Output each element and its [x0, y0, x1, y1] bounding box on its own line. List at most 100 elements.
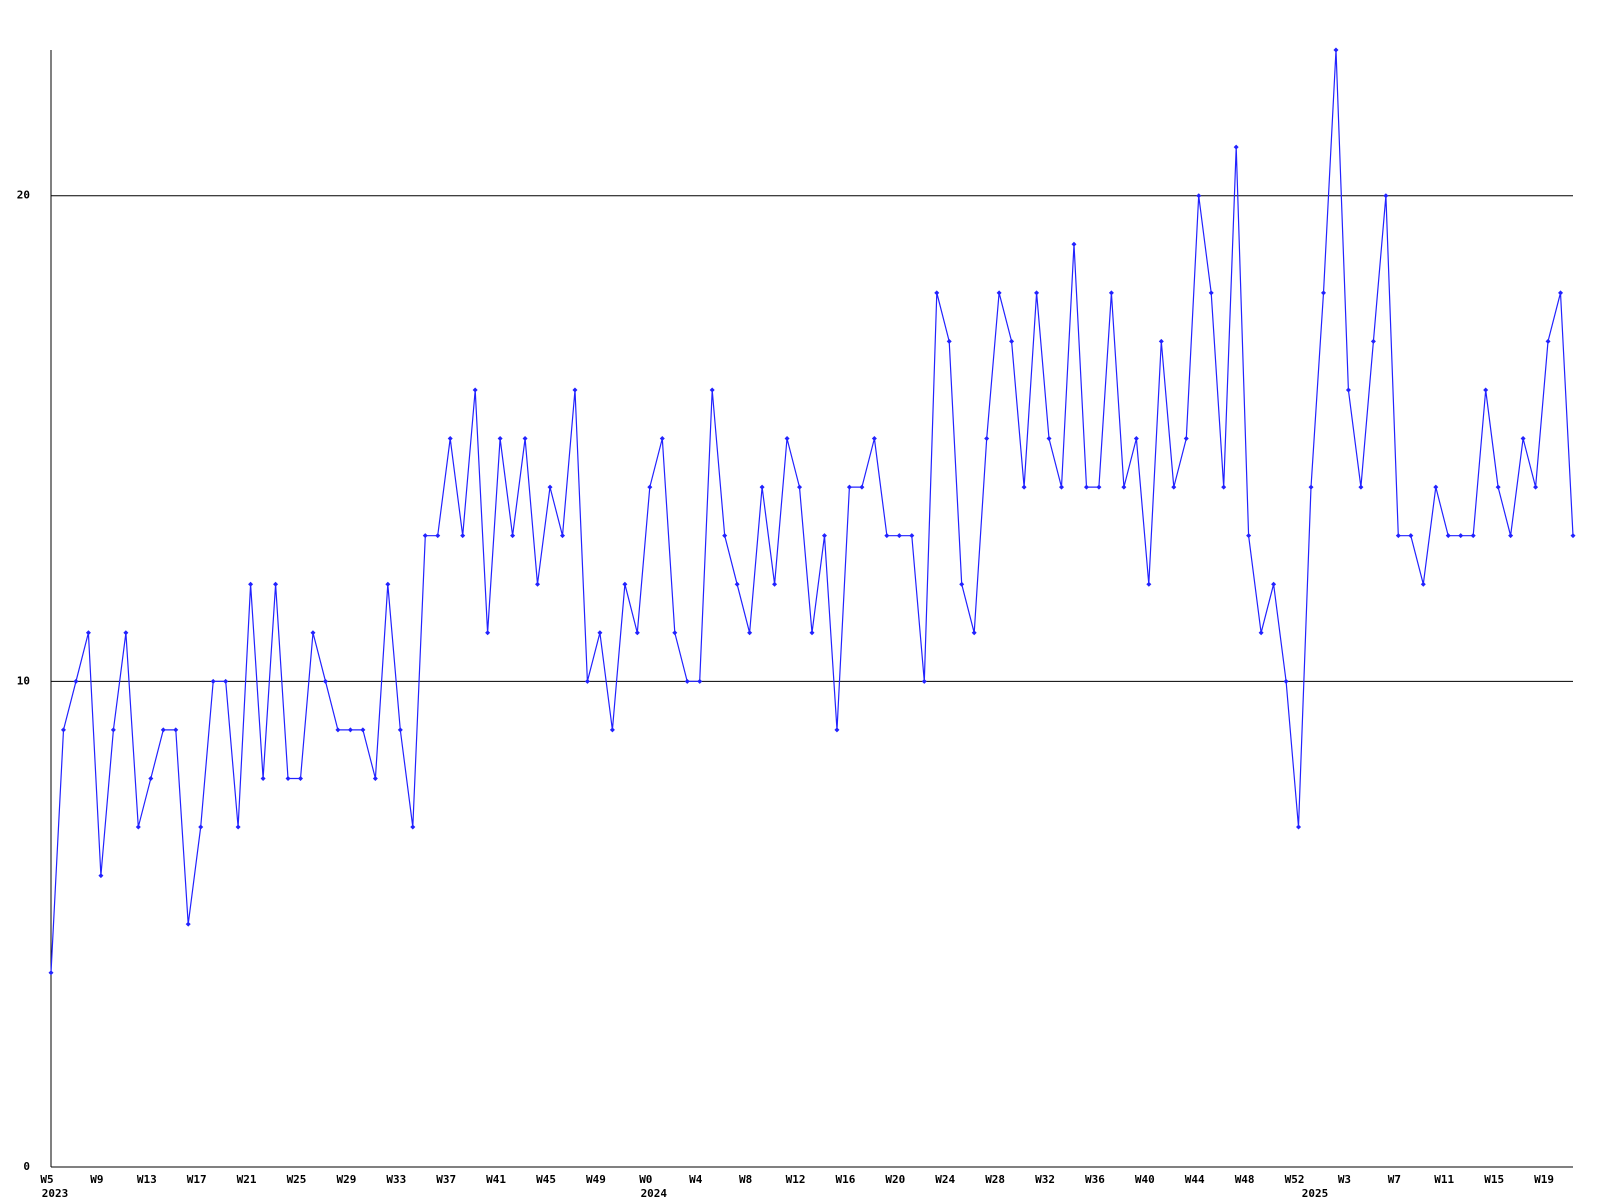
data-point: [435, 533, 441, 539]
data-point: [1183, 436, 1189, 442]
data-point: [1395, 533, 1401, 539]
data-point: [609, 727, 615, 733]
data-point: [1495, 484, 1501, 490]
data-point: [1370, 338, 1376, 344]
data-point: [1420, 581, 1426, 587]
x-tick-label: W8: [739, 1173, 752, 1186]
data-point: [559, 533, 565, 539]
data-point: [472, 387, 478, 393]
data-point: [1246, 533, 1252, 539]
x-tick-label: W52: [1285, 1173, 1305, 1186]
data-point: [572, 387, 578, 393]
data-point: [697, 678, 703, 684]
data-point: [996, 290, 1002, 296]
data-point: [622, 581, 628, 587]
data-point: [1046, 436, 1052, 442]
y-tick-label: 20: [17, 189, 30, 202]
data-point: [85, 630, 91, 636]
x-tick-label: W12: [786, 1173, 806, 1186]
data-point: [1470, 533, 1476, 539]
data-point: [659, 436, 665, 442]
data-point: [1520, 436, 1526, 442]
data-point: [160, 727, 166, 733]
data-point: [522, 436, 528, 442]
data-point: [1059, 484, 1065, 490]
data-point: [447, 436, 453, 442]
x-tick-label: W48: [1235, 1173, 1255, 1186]
data-point: [210, 678, 216, 684]
data-point: [984, 436, 990, 442]
data-point: [709, 387, 715, 393]
data-point: [173, 727, 179, 733]
x-tick-label: W7: [1388, 1173, 1401, 1186]
data-point: [73, 678, 79, 684]
x-tick-label: W0: [639, 1173, 652, 1186]
data-point: [1320, 290, 1326, 296]
x-tick-label: W3: [1338, 1173, 1351, 1186]
data-point: [510, 533, 516, 539]
x-tick-label: W21: [237, 1173, 257, 1186]
data-point: [1208, 290, 1214, 296]
x-tick-label: W17: [187, 1173, 207, 1186]
data-point: [797, 484, 803, 490]
x-tick-label: W11: [1434, 1173, 1454, 1186]
x-year-label: 2024: [641, 1187, 668, 1200]
data-point: [48, 970, 54, 976]
x-tick-label: W20: [885, 1173, 905, 1186]
data-point: [1108, 290, 1114, 296]
data-point: [909, 533, 915, 539]
data-point: [1445, 533, 1451, 539]
data-point: [1570, 533, 1576, 539]
data-point: [135, 824, 141, 830]
data-point: [971, 630, 977, 636]
data-point: [60, 727, 66, 733]
data-point: [834, 727, 840, 733]
data-point: [298, 775, 304, 781]
data-point: [273, 581, 279, 587]
data-point: [1483, 387, 1489, 393]
data-point: [1533, 484, 1539, 490]
data-point: [1258, 630, 1264, 636]
data-point: [485, 630, 491, 636]
data-point: [1196, 193, 1202, 199]
y-tick-label: 10: [17, 674, 30, 687]
data-point: [1545, 338, 1551, 344]
x-tick-label: W36: [1085, 1173, 1105, 1186]
data-point: [846, 484, 852, 490]
data-point: [1558, 290, 1564, 296]
x-year-label: 2023: [42, 1187, 69, 1200]
data-point: [1096, 484, 1102, 490]
data-point: [1433, 484, 1439, 490]
data-point: [634, 630, 640, 636]
data-point: [647, 484, 653, 490]
data-point: [1308, 484, 1314, 490]
x-tick-label: W19: [1534, 1173, 1554, 1186]
x-tick-label: W24: [935, 1173, 955, 1186]
x-tick-label: W28: [985, 1173, 1005, 1186]
x-tick-label: W41: [486, 1173, 506, 1186]
data-point: [335, 727, 341, 733]
data-point: [1271, 581, 1277, 587]
data-point: [946, 338, 952, 344]
data-point: [397, 727, 403, 733]
x-tick-label: W15: [1484, 1173, 1504, 1186]
x-tick-label: W32: [1035, 1173, 1055, 1186]
data-point: [934, 290, 940, 296]
x-year-label: 2025: [1302, 1187, 1329, 1200]
data-point: [747, 630, 753, 636]
data-point: [809, 630, 815, 636]
x-tick-label: W5: [40, 1173, 53, 1186]
data-point: [1296, 824, 1302, 830]
data-point: [821, 533, 827, 539]
data-point: [110, 727, 116, 733]
y-tick-label: 0: [23, 1160, 30, 1173]
data-point: [123, 630, 129, 636]
data-point: [959, 581, 965, 587]
x-tick-label: W45: [536, 1173, 556, 1186]
data-point: [734, 581, 740, 587]
data-point: [198, 824, 204, 830]
data-point: [310, 630, 316, 636]
data-point: [1233, 144, 1239, 150]
data-point: [859, 484, 865, 490]
data-point: [1034, 290, 1040, 296]
